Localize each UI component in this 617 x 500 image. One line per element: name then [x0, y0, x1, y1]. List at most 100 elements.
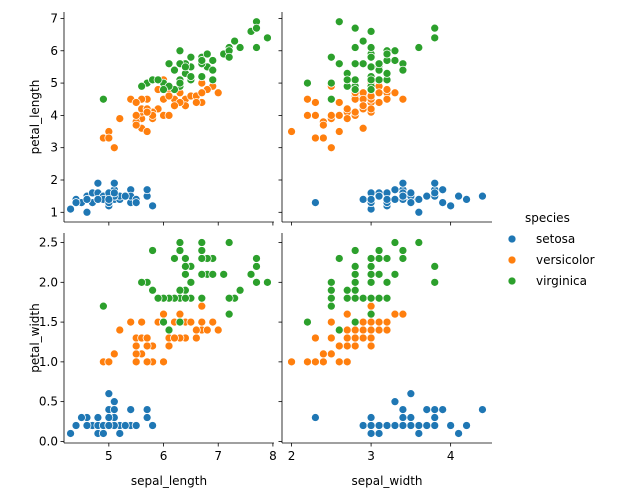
data-point-virginica: [99, 94, 108, 104]
data-point-setosa: [131, 198, 141, 207]
data-point-versicolor: [131, 341, 141, 351]
data-point-versicolor: [191, 333, 201, 343]
data-point-versicolor: [374, 88, 384, 98]
data-point-setosa: [120, 421, 130, 430]
data-point-setosa: [66, 204, 75, 214]
data-point-versicolor: [202, 325, 212, 335]
data-point-virginica: [326, 293, 336, 303]
data-point-setosa: [148, 421, 157, 430]
panel-petal_length-vs-sepal_length: 1 2 3 4 5 6 7 petal_length: [28, 11, 274, 226]
data-point-versicolor: [159, 357, 168, 367]
data-point-virginica: [374, 269, 384, 279]
y-tick-label: 1.0: [39, 355, 58, 369]
data-point-virginica: [252, 23, 261, 33]
legend-marker: [507, 276, 517, 286]
data-point-virginica: [350, 277, 360, 287]
data-point-versicolor: [326, 317, 336, 327]
data-point-versicolor: [342, 341, 352, 351]
data-point-virginica: [366, 27, 376, 36]
data-point-versicolor: [358, 101, 368, 111]
data-point-setosa: [438, 405, 448, 414]
data-point-setosa: [142, 405, 152, 414]
data-point-setosa: [358, 195, 368, 204]
legend-label: setosa: [536, 232, 575, 246]
data-point-virginica: [186, 72, 196, 81]
data-point-versicolor: [197, 301, 207, 311]
data-point-versicolor: [382, 85, 392, 94]
data-point-virginica: [99, 301, 108, 311]
data-point-setosa: [430, 188, 440, 198]
data-point-virginica: [366, 52, 376, 62]
data-point-setosa: [478, 405, 487, 414]
data-point-virginica: [366, 75, 376, 85]
data-point-setosa: [414, 429, 424, 438]
y-tick-label: 0.5: [39, 395, 58, 409]
data-point-virginica: [326, 301, 336, 311]
data-point-versicolor: [326, 349, 336, 359]
data-point-virginica: [224, 238, 234, 247]
data-point-versicolor: [334, 98, 344, 107]
legend-label: virginica: [536, 274, 587, 288]
data-point-virginica: [350, 85, 360, 94]
data-point-virginica: [390, 238, 400, 247]
data-point-setosa: [462, 195, 471, 204]
data-point-virginica: [208, 75, 218, 85]
data-point-setosa: [142, 185, 152, 195]
data-point-versicolor: [287, 127, 296, 136]
data-point-versicolor: [164, 111, 174, 120]
data-point-setosa: [438, 198, 448, 207]
data-point-setosa: [406, 198, 416, 207]
data-point-versicolor: [326, 143, 336, 153]
data-point-versicolor: [303, 111, 312, 120]
data-point-setosa: [382, 195, 392, 204]
data-point-versicolor: [342, 325, 352, 335]
data-point-virginica: [252, 43, 261, 52]
data-point-versicolor: [197, 88, 207, 98]
data-point-virginica: [197, 56, 207, 65]
data-point-setosa: [366, 429, 376, 438]
data-point-versicolor: [311, 111, 320, 120]
data-point-versicolor: [374, 317, 384, 327]
legend-entry-setosa: setosa: [507, 232, 575, 246]
data-point-setosa: [390, 421, 400, 430]
data-point-virginica: [224, 309, 234, 319]
data-point-setosa: [120, 191, 130, 201]
data-point-setosa: [82, 421, 92, 430]
data-point-virginica: [303, 78, 312, 88]
data-point-virginica: [137, 277, 147, 287]
y-tick-label: 0.0: [39, 434, 58, 448]
data-point-virginica: [350, 285, 360, 295]
data-point-versicolor: [358, 317, 368, 327]
x-tick-label: 8: [269, 449, 277, 463]
data-point-setosa: [406, 421, 416, 430]
data-point-setosa: [358, 421, 368, 430]
data-point-setosa: [104, 413, 114, 422]
data-point-versicolor: [350, 333, 360, 343]
data-point-versicolor: [303, 357, 312, 367]
points: [66, 238, 272, 438]
data-point-setosa: [422, 191, 432, 201]
data-point-versicolor: [342, 333, 352, 343]
data-point-versicolor: [142, 333, 152, 343]
data-point-setosa: [93, 195, 103, 204]
data-point-virginica: [197, 269, 207, 279]
y-tick-label: 2: [50, 173, 58, 187]
data-point-versicolor: [311, 98, 320, 107]
data-point-virginica: [342, 293, 352, 303]
data-point-versicolor: [303, 94, 312, 104]
data-point-virginica: [358, 293, 368, 303]
data-point-virginica: [366, 309, 376, 319]
data-point-versicolor: [142, 341, 152, 351]
data-point-virginica: [382, 69, 392, 78]
data-point-virginica: [366, 293, 376, 303]
x-tick-label: 3: [367, 449, 375, 463]
data-point-setosa: [311, 198, 320, 207]
data-point-virginica: [334, 325, 344, 335]
data-point-setosa: [93, 413, 103, 422]
data-point-versicolor: [197, 317, 207, 327]
data-point-virginica: [430, 33, 440, 43]
x-tick-label: 5: [105, 449, 113, 463]
data-point-virginica: [366, 277, 376, 287]
data-point-virginica: [246, 269, 256, 279]
